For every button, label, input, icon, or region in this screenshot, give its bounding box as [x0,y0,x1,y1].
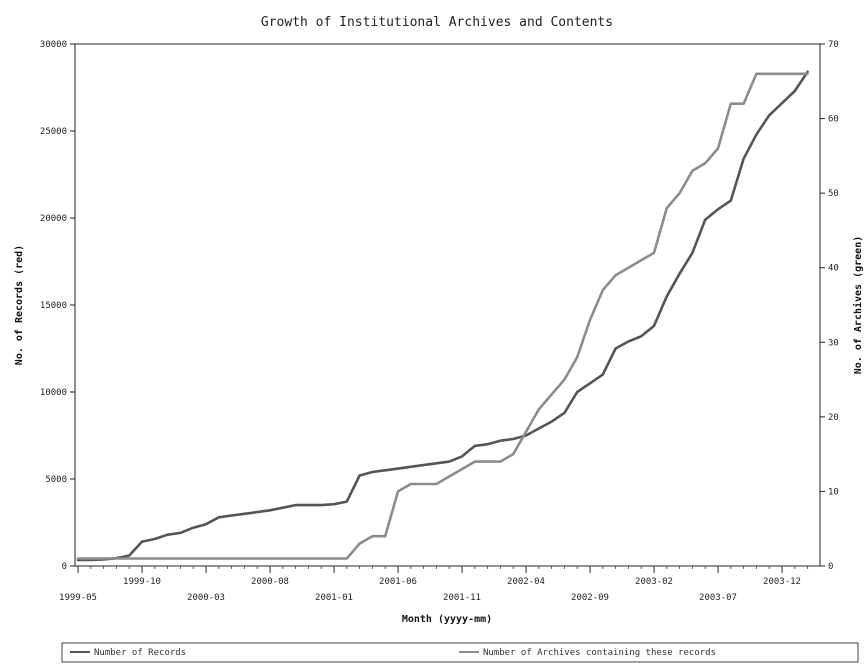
plot-area [74,43,821,567]
y-tick-label-right: 0 [828,562,833,572]
y-axis-label-left: No. of Records (red) [14,245,25,365]
y-tick-label-left: 15000 [40,301,67,311]
y-axis-right: 0 10 20 30 40 50 60 70 [820,40,839,572]
legend: Number of Records Number of Archives con… [61,642,859,663]
legend-label-archives: Number of Archives containing these reco… [483,648,716,658]
y-tick-label-right: 60 [828,115,839,125]
x-tick-label-upper: 1999-10 [123,577,161,587]
x-tick-label-upper: 2001-06 [379,577,417,587]
legend-label-records: Number of Records [94,648,186,658]
y-tick-label-right: 30 [828,338,839,348]
y-tick-label-right: 50 [828,189,839,199]
x-tick-label-upper: 2000-08 [251,577,289,587]
x-tick-label-lower: 2003-07 [699,593,737,603]
x-tick-label-lower: 2001-11 [443,593,481,603]
plot-frame [74,43,821,567]
y-tick-label-right: 40 [828,264,839,274]
y-tick-label-right: 10 [828,487,839,497]
x-tick-label-lower: 2001-01 [315,593,353,603]
y-tick-label-left: 0 [62,562,67,572]
y-tick-label-right: 70 [828,40,839,50]
y-tick-label-left: 5000 [45,475,67,485]
x-tick-label-lower: 2000-03 [187,593,225,603]
series-line-records [76,70,809,562]
x-tick-label-lower: 1999-05 [59,593,97,603]
y-axis-label-right: No. of Archives (green) [852,236,864,374]
y-axis-left: 0 5000 10000 15000 20000 25000 30000 [40,40,75,572]
x-tick-label-upper: 2003-02 [635,577,673,587]
x-tick-label-upper: 2003-12 [763,577,801,587]
x-tick-label-lower: 2002-09 [571,593,609,603]
x-tick-label-upper: 2002-04 [507,577,545,587]
series-lines [76,70,809,562]
series-line-archives [76,72,809,560]
y-tick-label-left: 10000 [40,388,67,398]
x-axis-label: Month (yyyy-mm) [402,614,492,625]
chart-title: Growth of Institutional Archives and Con… [261,15,613,30]
y-tick-label-right: 20 [828,413,839,423]
x-axis: 1999-10 2000-08 2001-06 2002-04 2003-02 2003-… [59,566,809,603]
y-tick-label-left: 20000 [40,214,67,224]
y-tick-label-left: 25000 [40,127,67,137]
y-tick-label-left: 30000 [40,40,67,50]
